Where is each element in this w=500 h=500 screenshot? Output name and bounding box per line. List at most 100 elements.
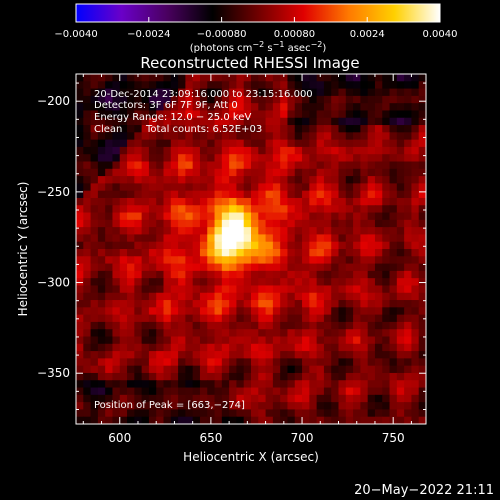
image-pixel <box>243 409 252 418</box>
image-pixel <box>97 103 106 112</box>
image-pixel <box>331 285 340 294</box>
image-pixel <box>105 402 114 411</box>
image-pixel <box>316 409 325 418</box>
image-pixel <box>272 212 281 221</box>
image-pixel <box>418 146 426 155</box>
image-pixel <box>316 285 325 294</box>
image-pixel <box>251 88 259 97</box>
image-pixel <box>90 292 99 301</box>
image-pixel <box>360 292 369 301</box>
image-pixel <box>199 278 208 287</box>
image-pixel <box>396 394 405 403</box>
image-pixel <box>258 183 267 192</box>
image-pixel <box>258 343 267 352</box>
image-pixel <box>251 300 259 308</box>
image-pixel <box>163 146 172 155</box>
image-pixel <box>148 190 157 199</box>
image-pixel <box>280 176 289 184</box>
image-pixel <box>243 205 252 214</box>
image-pixel <box>127 234 135 243</box>
image-pixel <box>411 205 420 214</box>
image-pixel <box>141 88 150 97</box>
image-pixel <box>229 234 238 243</box>
image-pixel <box>316 394 325 403</box>
image-pixel <box>112 365 121 374</box>
image-pixel <box>141 197 150 206</box>
image-pixel <box>76 358 84 367</box>
image-pixel <box>192 249 201 257</box>
image-pixel <box>323 292 332 301</box>
image-pixel <box>112 81 121 90</box>
image-pixel <box>374 292 383 301</box>
image-pixel <box>207 168 216 177</box>
image-pixel <box>192 372 201 381</box>
image-pixel <box>389 387 398 396</box>
image-pixel <box>229 300 238 308</box>
image-pixel <box>360 285 369 294</box>
image-pixel <box>192 146 201 155</box>
image-pixel <box>287 219 296 228</box>
image-pixel <box>309 365 318 374</box>
image-pixel <box>127 343 135 352</box>
image-pixel <box>243 249 252 257</box>
image-pixel <box>178 81 186 90</box>
image-pixel <box>323 372 332 381</box>
image-pixel <box>302 394 310 403</box>
image-pixel <box>411 372 420 381</box>
image-pixel <box>316 307 325 316</box>
image-pixel <box>141 95 150 104</box>
image-pixel <box>382 176 391 184</box>
image-pixel <box>207 402 216 411</box>
image-pixel <box>258 168 267 177</box>
image-pixel <box>141 168 150 177</box>
image-pixel <box>90 249 99 257</box>
colorbar <box>75 3 441 23</box>
image-pixel <box>127 154 135 163</box>
image-pixel <box>353 402 361 411</box>
image-pixel <box>323 117 332 126</box>
image-pixel <box>367 321 376 330</box>
image-pixel <box>294 132 303 141</box>
image-pixel <box>185 219 194 228</box>
image-pixel <box>323 125 332 133</box>
image-pixel <box>192 190 201 199</box>
image-pixel <box>141 416 150 424</box>
image-pixel <box>141 292 150 301</box>
image-pixel <box>90 387 99 396</box>
image-pixel <box>360 278 369 287</box>
image-pixel <box>163 336 172 345</box>
image-pixel <box>345 358 354 367</box>
image-pixel <box>148 132 157 141</box>
image-pixel <box>258 110 267 119</box>
image-pixel <box>418 263 426 272</box>
image-pixel <box>258 314 267 323</box>
image-pixel <box>265 234 274 243</box>
image-pixel <box>353 314 361 323</box>
image-pixel <box>331 227 340 236</box>
image-pixel <box>90 227 99 236</box>
image-pixel <box>418 154 426 163</box>
image-pixel <box>302 343 310 352</box>
image-pixel <box>163 212 172 221</box>
image-pixel <box>345 227 354 236</box>
image-pixel <box>294 88 303 97</box>
image-pixel <box>178 307 186 316</box>
image-pixel <box>258 103 267 112</box>
image-pixel <box>389 380 398 389</box>
image-pixel <box>185 241 194 250</box>
image-pixel <box>83 74 92 82</box>
image-pixel <box>199 329 208 338</box>
image-pixel <box>411 314 420 323</box>
image-pixel <box>418 307 426 316</box>
image-pixel <box>199 365 208 374</box>
image-pixel <box>309 270 318 279</box>
image-pixel <box>374 168 383 177</box>
image-pixel <box>221 81 230 90</box>
image-pixel <box>178 300 186 308</box>
image-pixel <box>345 321 354 330</box>
image-pixel <box>178 234 186 243</box>
image-pixel <box>185 190 194 199</box>
image-pixel <box>105 336 114 345</box>
image-pixel <box>163 95 172 104</box>
image-pixel <box>178 314 186 323</box>
